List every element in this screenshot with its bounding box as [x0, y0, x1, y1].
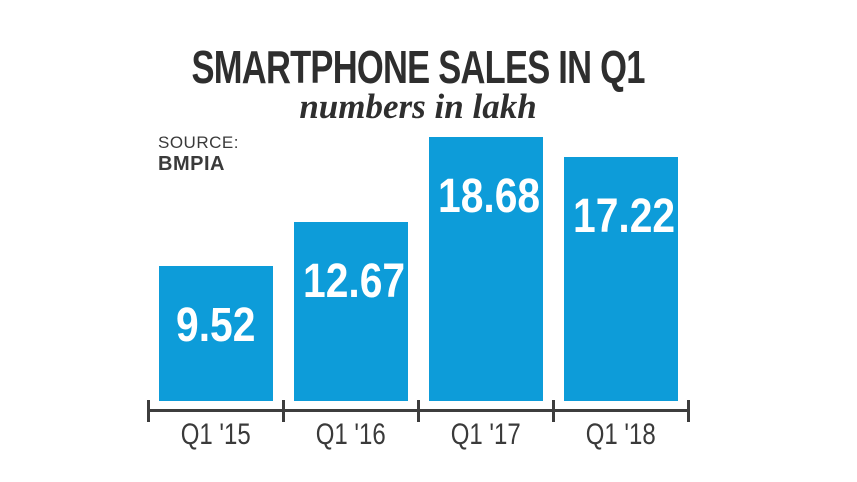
bar-value-label: 17.22 [564, 157, 678, 241]
x-axis-label-text: Q1 '18 [585, 418, 656, 451]
chart-title: SMARTPHONE SALES IN Q1 [98, 44, 738, 90]
chart-subtitle: numbers in lakh [299, 87, 537, 126]
bar-value-label: 18.68 [429, 137, 543, 221]
x-axis-tick [551, 400, 555, 422]
bar-value-text: 18.68 [437, 170, 540, 223]
bar-value-text: 17.22 [572, 190, 675, 243]
x-axis-label: Q1 '18 [553, 420, 688, 450]
bar-value-label: 12.67 [294, 222, 408, 306]
x-axis-label: Q1 '16 [283, 420, 418, 450]
bar-q1-18: 17.22 [563, 157, 678, 401]
bar-q1-15: 9.52 [158, 266, 273, 401]
x-axis-tick [146, 400, 150, 422]
x-axis-tick [686, 400, 690, 422]
x-axis-label: Q1 '17 [418, 420, 553, 450]
source-label: SOURCE: [158, 133, 239, 152]
bar-value-label: 9.52 [159, 266, 273, 350]
bar-q1-17: 18.68 [428, 137, 543, 401]
x-axis-tick [281, 400, 285, 422]
x-axis-label-text: Q1 '15 [180, 418, 251, 451]
source-value: BMPIA [158, 153, 225, 176]
x-axis-label-text: Q1 '16 [315, 418, 386, 451]
bar-q1-16: 12.67 [293, 222, 408, 401]
bar-value-text: 9.52 [175, 299, 256, 352]
x-axis-label-text: Q1 '17 [450, 418, 521, 451]
x-axis-tick [416, 400, 420, 422]
source-block: SOURCE: BMPIA [158, 133, 239, 177]
chart-title-text: SMARTPHONE SALES IN Q1 [191, 41, 645, 93]
x-axis-label: Q1 '15 [148, 420, 283, 450]
bar-value-text: 12.67 [302, 255, 405, 308]
